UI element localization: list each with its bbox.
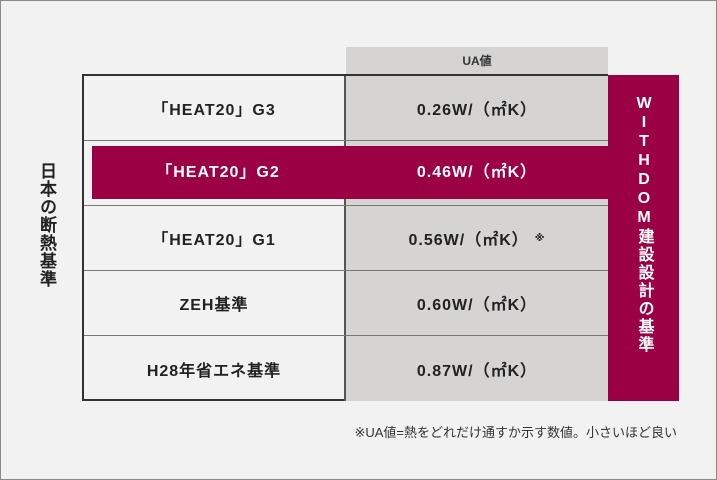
ua-value: 0.56W/（㎡K） ※ — [346, 206, 608, 270]
standard-name: H28年省エネ基準 — [84, 336, 346, 401]
ua-value: 0.26W/（㎡K） — [346, 76, 608, 140]
japan-insulation-standard-label: 日本の断熱基準 — [37, 162, 56, 288]
highlighted-row: 「HEAT20」G2 0.46W/（㎡K） — [92, 146, 608, 199]
standard-name: 「HEAT20」G1 — [84, 206, 346, 270]
standard-name: 「HEAT20」G3 — [84, 76, 346, 140]
comparison-table: 「HEAT20」G3 0.26W/（㎡K） 「HEAT20」G1 0.56W/（… — [82, 74, 608, 401]
ua-value-header: UA値 — [346, 47, 608, 75]
withdom-standard-label: WITHDOM建設設計の基準 — [635, 95, 653, 354]
highlighted-standard-name: 「HEAT20」G2 — [156, 164, 280, 181]
ua-value: 0.87W/（㎡K） — [346, 336, 608, 401]
note-mark: ※ — [534, 232, 546, 244]
standard-name: ZEH基準 — [84, 271, 346, 335]
table-row: H28年省エネ基準 0.87W/（㎡K） — [84, 336, 608, 401]
table-row: 「HEAT20」G1 0.56W/（㎡K） ※ — [84, 206, 608, 271]
highlighted-ua-value: 0.46W/（㎡K） — [416, 164, 538, 181]
ua-value: 0.60W/（㎡K） — [346, 271, 608, 335]
table-row: ZEH基準 0.60W/（㎡K） — [84, 271, 608, 336]
withdom-standard-bar: WITHDOM建設設計の基準 — [608, 75, 679, 401]
footnote: ※UA値=熱をどれだけ通すか示す数値。小さいほど良い — [354, 425, 677, 440]
table-row: 「HEAT20」G3 0.26W/（㎡K） — [84, 76, 608, 141]
ua-value-text: 0.56W/（㎡K） — [408, 232, 529, 249]
